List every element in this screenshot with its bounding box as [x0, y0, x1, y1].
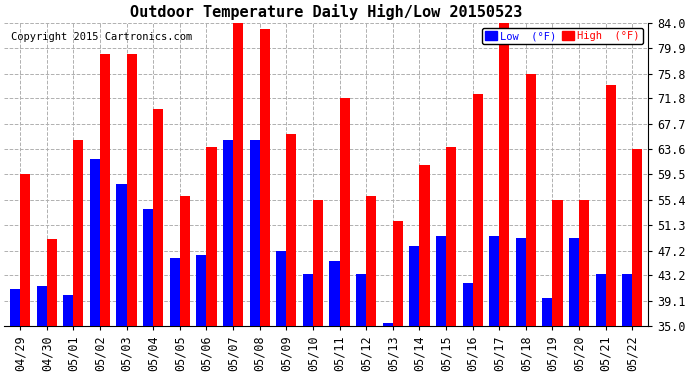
Bar — [553, 200, 562, 326]
Bar — [462, 283, 473, 326]
Text: Copyright 2015 Cartronics.com: Copyright 2015 Cartronics.com — [10, 32, 192, 42]
Bar — [632, 149, 642, 326]
Bar — [223, 140, 233, 326]
Bar — [473, 94, 483, 326]
Bar — [10, 289, 20, 326]
Bar — [47, 240, 57, 326]
Bar — [197, 255, 206, 326]
Bar — [170, 258, 180, 326]
Bar — [436, 236, 446, 326]
Bar — [37, 286, 47, 326]
Bar — [63, 295, 73, 326]
Bar — [606, 85, 616, 326]
Bar — [313, 200, 323, 326]
Bar — [409, 246, 420, 326]
Bar — [126, 54, 137, 326]
Bar — [356, 273, 366, 326]
Bar — [339, 98, 350, 326]
Bar — [446, 147, 456, 326]
Bar — [569, 238, 579, 326]
Bar — [303, 273, 313, 326]
Bar — [329, 261, 339, 326]
Bar — [73, 140, 83, 326]
Bar — [393, 221, 403, 326]
Bar — [286, 134, 297, 326]
Bar — [420, 165, 429, 326]
Bar — [250, 140, 259, 326]
Bar — [276, 251, 286, 326]
Bar — [153, 110, 164, 326]
Bar — [20, 174, 30, 326]
Bar — [233, 23, 243, 326]
Bar — [595, 273, 606, 326]
Bar — [180, 196, 190, 326]
Bar — [383, 323, 393, 326]
Bar — [515, 238, 526, 326]
Bar — [143, 209, 153, 326]
Bar — [542, 298, 553, 326]
Bar — [579, 200, 589, 326]
Bar — [206, 147, 217, 326]
Bar — [366, 196, 376, 326]
Bar — [259, 29, 270, 326]
Bar — [489, 236, 500, 326]
Legend: Low  (°F), High  (°F): Low (°F), High (°F) — [482, 28, 643, 44]
Bar — [526, 74, 536, 326]
Bar — [90, 159, 100, 326]
Bar — [500, 23, 509, 326]
Bar — [117, 184, 126, 326]
Title: Outdoor Temperature Daily High/Low 20150523: Outdoor Temperature Daily High/Low 20150… — [130, 4, 522, 20]
Bar — [622, 273, 632, 326]
Bar — [100, 54, 110, 326]
